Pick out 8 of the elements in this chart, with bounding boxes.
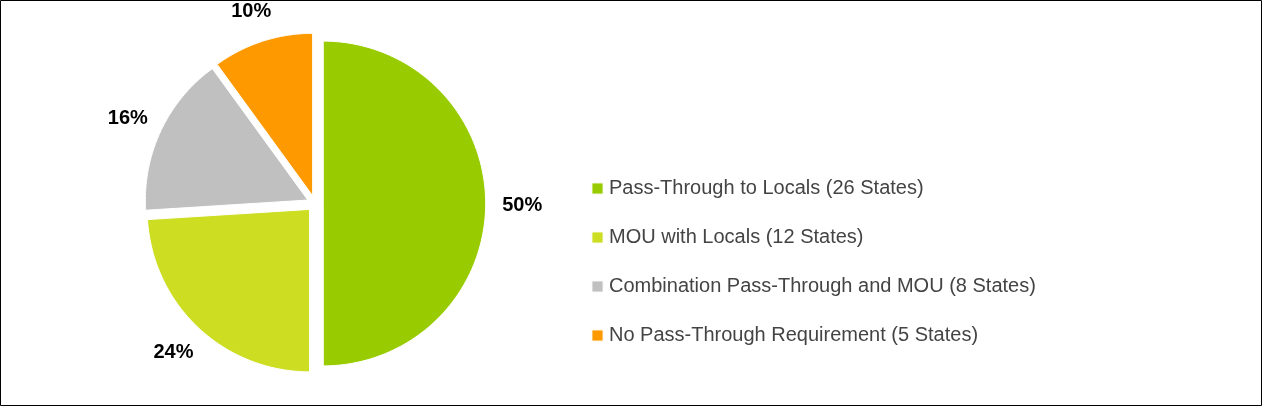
data-label: 16%	[107, 106, 149, 129]
data-label: 24%	[153, 340, 194, 363]
legend-label: Combination Pass-Through and MOU (8 States)	[609, 274, 1036, 297]
legend-label: MOU with Locals (12 States)	[609, 225, 864, 248]
legend-label: Pass-Through to Locals (26 States)	[609, 176, 924, 199]
legend-label: No Pass-Through Requirement (5 States)	[609, 323, 979, 346]
data-label: 10%	[231, 0, 272, 22]
data-label: 50%	[502, 192, 543, 215]
